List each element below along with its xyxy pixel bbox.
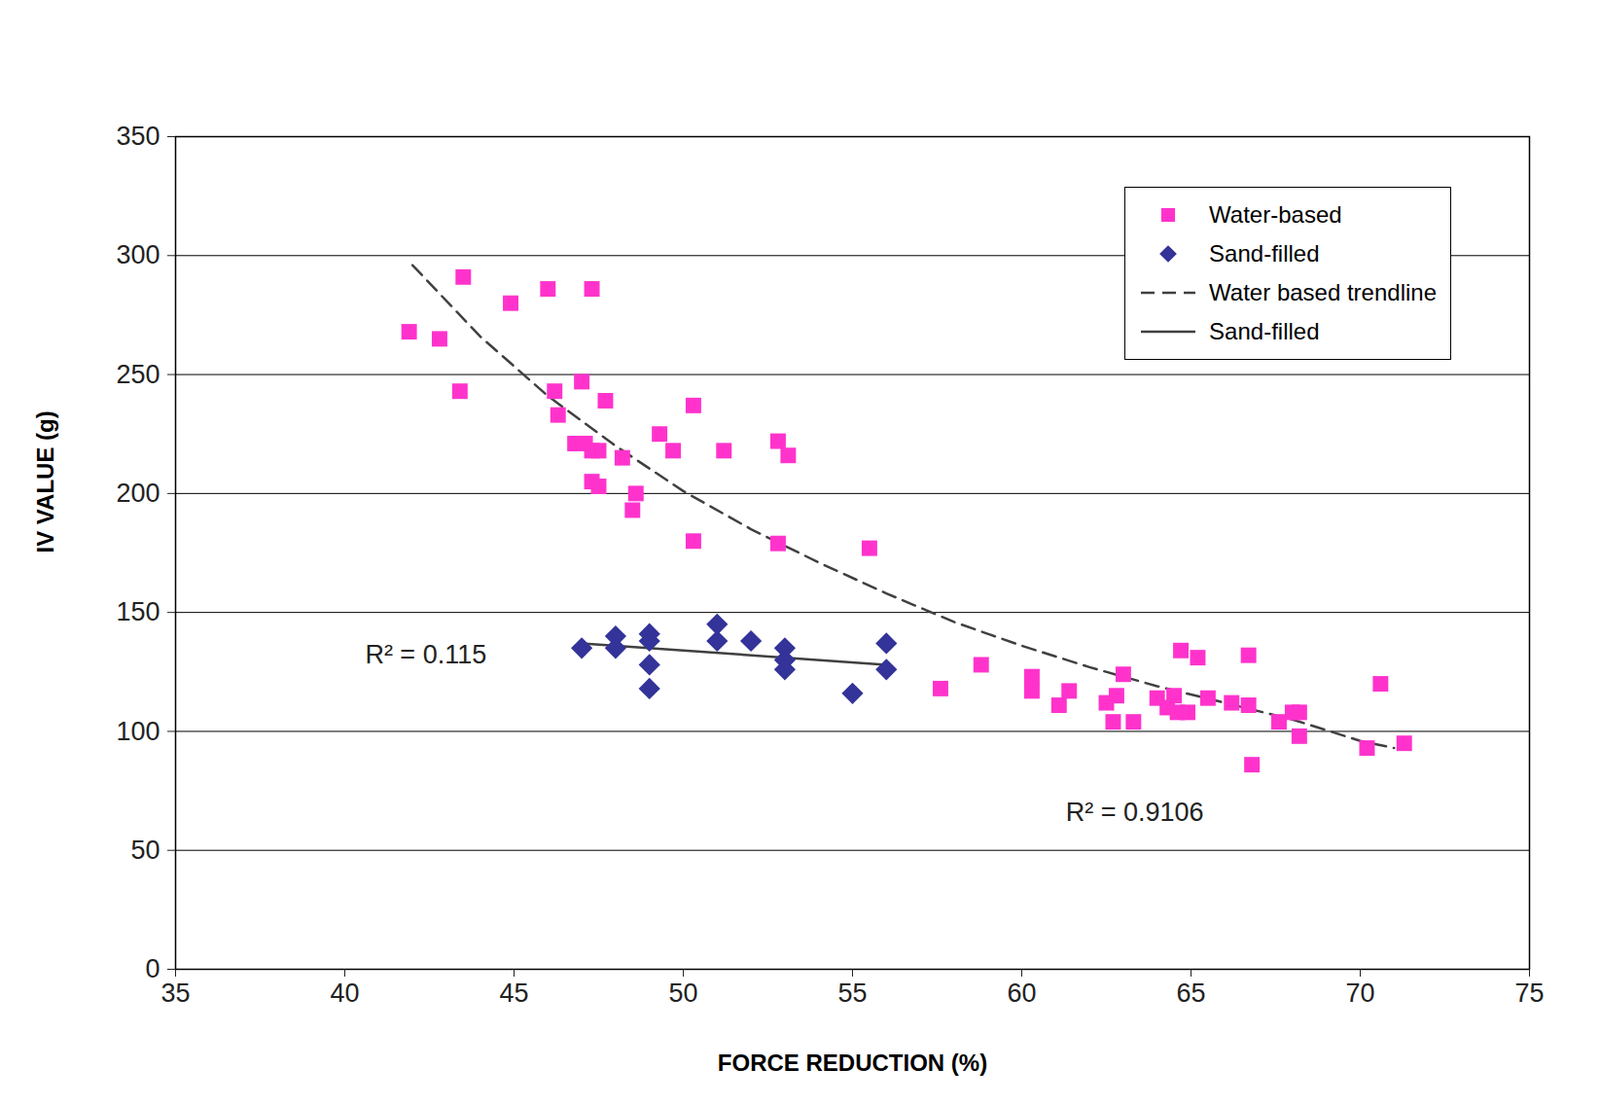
svg-text:60: 60	[1006, 978, 1036, 1008]
svg-text:65: 65	[1175, 978, 1206, 1008]
svg-text:IV VALUE (g): IV VALUE (g)	[32, 410, 59, 553]
html-text:Sand-filled: Sand-filled	[1209, 318, 1320, 345]
svg-text:250: 250	[115, 359, 160, 390]
svg-text:70: 70	[1345, 978, 1375, 1008]
svg-text:350: 350	[115, 121, 160, 151]
svg-text:50: 50	[668, 978, 698, 1008]
svg-text:FORCE REDUCTION (%): FORCE REDUCTION (%)	[717, 1049, 988, 1076]
svg-text:R² = 0.9106: R² = 0.9106	[1066, 797, 1205, 827]
svg-text:50: 50	[130, 835, 160, 865]
html-text:Water based trendline: Water based trendline	[1209, 279, 1437, 306]
svg-text:0: 0	[144, 954, 160, 984]
svg-text:R² = 0.115: R² = 0.115	[364, 640, 487, 670]
svg-text:40: 40	[329, 978, 359, 1008]
svg-text:75: 75	[1514, 978, 1544, 1008]
svg-text:55: 55	[837, 978, 867, 1008]
svg-text:300: 300	[115, 240, 160, 270]
svg-text:35: 35	[160, 978, 190, 1008]
svg-text:100: 100	[115, 716, 160, 747]
svg-text:200: 200	[115, 478, 160, 508]
svg-text:150: 150	[115, 597, 160, 627]
html-text:Water-based: Water-based	[1209, 201, 1342, 228]
svg-text:45: 45	[498, 978, 529, 1008]
html-text:Sand-filled: Sand-filled	[1209, 240, 1320, 267]
